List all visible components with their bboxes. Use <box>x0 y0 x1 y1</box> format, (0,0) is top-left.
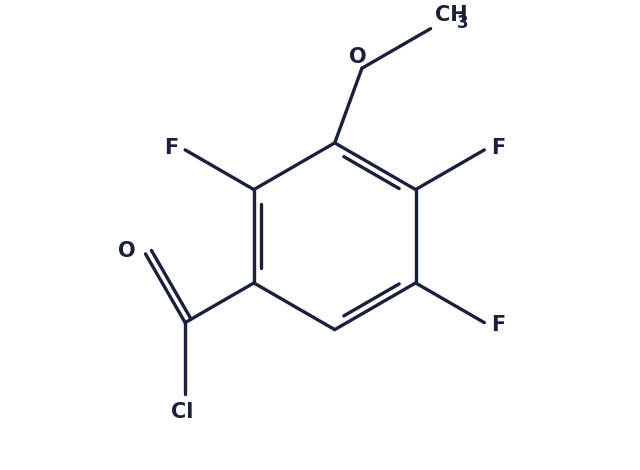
Text: O: O <box>349 47 367 67</box>
Text: F: F <box>492 138 506 158</box>
Text: CH: CH <box>435 5 467 25</box>
Text: F: F <box>492 314 506 335</box>
Text: F: F <box>164 138 179 158</box>
Text: O: O <box>118 241 136 261</box>
Text: Cl: Cl <box>171 402 193 422</box>
Text: 3: 3 <box>457 14 468 31</box>
